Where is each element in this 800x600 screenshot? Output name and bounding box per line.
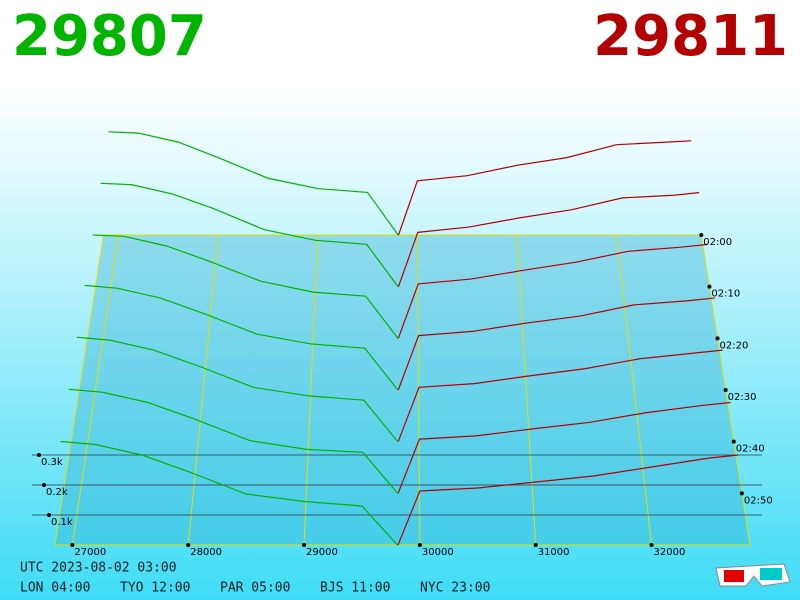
bid-depth-line [108, 131, 399, 236]
y-tick-label: 0.1k [51, 517, 73, 528]
ask-depth-line [397, 191, 700, 287]
clocks: LON 04:00 TYO 12:00 PAR 05:00 BJS 11:00 NYC … [20, 581, 490, 596]
ask-depth-line [397, 401, 731, 494]
floor [54, 234, 751, 546]
tick-mark [723, 388, 728, 392]
tick-mark [707, 284, 712, 289]
bid-depth-line [60, 440, 398, 546]
tick-mark [42, 483, 46, 487]
time-tick-label: 02:30 [728, 392, 757, 403]
tick-mark [699, 233, 704, 237]
grid-line [516, 234, 537, 546]
tick-mark [731, 439, 736, 444]
clock: BJS 11:00 [320, 581, 390, 596]
timestamp: UTC 2023-08-02 03:00 [20, 561, 177, 576]
bid-depth-line [76, 336, 399, 443]
tick-mark [47, 513, 51, 517]
clock: TYO 12:00 [120, 581, 190, 596]
x-tick-label: 28000 [190, 547, 222, 558]
clock: LON 04:00 [20, 581, 90, 596]
tick-mark [715, 336, 720, 341]
tick-mark [649, 543, 654, 547]
ask-depth-line [397, 454, 739, 546]
grid-line [616, 234, 653, 546]
time-tick-label: 02:40 [736, 444, 765, 455]
tick-mark [533, 543, 538, 547]
x-tick-label: 30000 [422, 547, 454, 558]
ask-price: 29811 [593, 4, 788, 69]
3d-glasses-icon [715, 563, 791, 587]
time-tick-label: 02:00 [703, 237, 732, 248]
bid-price: 29807 [12, 4, 207, 69]
clock: PAR 05:00 [220, 581, 290, 596]
time-tick-label: 02:50 [744, 495, 773, 506]
time-tick-label: 02:10 [711, 289, 740, 300]
bid-depth-line [68, 388, 399, 494]
x-tick-label: 32000 [654, 547, 686, 558]
tick-mark [417, 543, 422, 547]
tick-mark [739, 491, 744, 496]
grid-line [71, 234, 120, 546]
x-tick-label: 29000 [306, 547, 338, 558]
ask-depth-line [397, 349, 723, 442]
grid-line [187, 234, 219, 546]
tick-mark [70, 543, 75, 547]
tick-mark [186, 543, 191, 547]
bid-depth-line [100, 182, 399, 288]
time-tick-label: 02:20 [720, 340, 749, 351]
tick-mark [302, 543, 307, 547]
tick-mark [37, 453, 41, 457]
ask-depth-line [397, 297, 715, 391]
plot: 27000 28000 29000 30000 31000 32000 0.1k 0.2k 0.… [32, 131, 773, 558]
grid-line [303, 234, 319, 546]
bid-depth-line [84, 284, 399, 391]
ask-depth-line [397, 140, 692, 236]
y-tick-label: 0.2k [46, 487, 68, 498]
clock: NYC 23:00 [420, 581, 490, 596]
bid-depth-line [92, 234, 399, 339]
x-tick-label: 27000 [74, 547, 106, 558]
x-tick-label: 31000 [538, 547, 570, 558]
ask-depth-line [397, 243, 708, 339]
y-tick-label: 0.3k [41, 457, 63, 468]
